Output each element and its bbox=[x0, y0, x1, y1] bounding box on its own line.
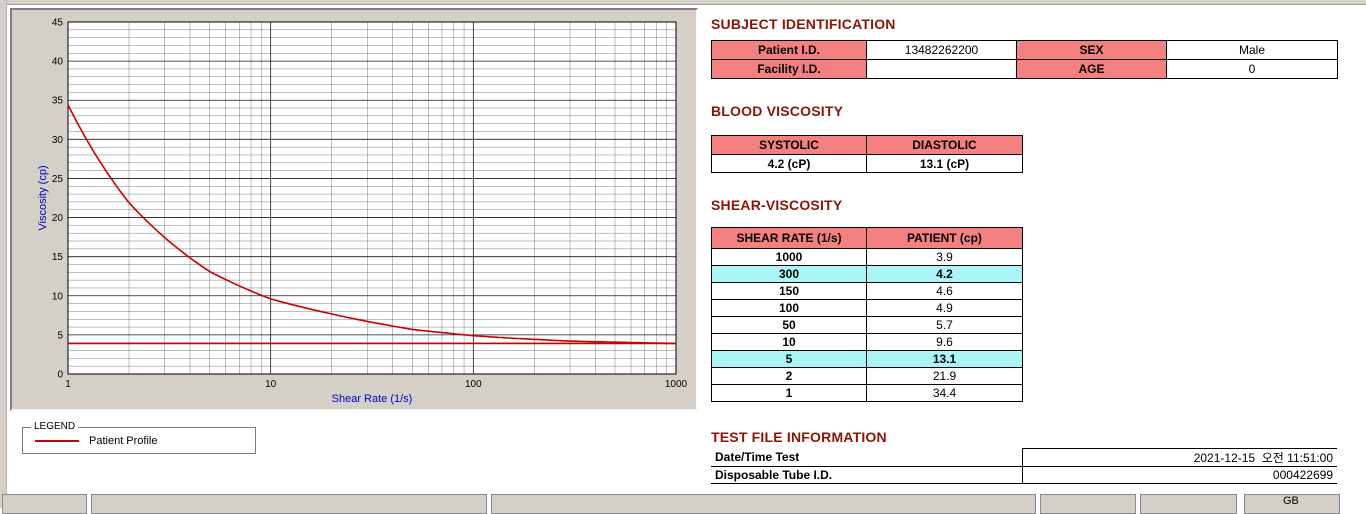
shear-rate-header: SHEAR RATE (1/s) bbox=[711, 227, 867, 249]
patient-cp-cell: 3.9 bbox=[866, 248, 1023, 266]
y-tick-label: 35 bbox=[52, 96, 64, 107]
legend-item-patient-profile: Patient Profile bbox=[23, 428, 255, 453]
shear-rate-cell: 1000 bbox=[711, 248, 867, 266]
patient-id-label: Patient I.D. bbox=[711, 40, 867, 60]
y-tick-label: 5 bbox=[57, 330, 63, 341]
diastolic-value: 13.1 (cP) bbox=[866, 154, 1023, 173]
table-row: 2 21.9 bbox=[711, 367, 1023, 385]
legend-item-label: Patient Profile bbox=[89, 434, 158, 447]
legend-title: LEGEND bbox=[31, 421, 79, 432]
shear-viscosity-table: SHEAR RATE (1/s) PATIENT (cp) 1000 3.9 3… bbox=[711, 227, 1023, 402]
shear-rate-cell: 10 bbox=[711, 333, 867, 351]
shear-rate-cell: 50 bbox=[711, 316, 867, 334]
blood-viscosity-title: BLOOD VISCOSITY bbox=[711, 103, 844, 119]
table-row: Date/Time Test 2021-12-15 오전 11:51:00 bbox=[711, 448, 1337, 467]
facility-id-label: Facility I.D. bbox=[711, 59, 867, 79]
bottom-panel-1[interactable] bbox=[2, 494, 87, 514]
plot-area bbox=[68, 22, 676, 374]
language-label: GB bbox=[1283, 495, 1299, 507]
viscosity-chart-panel: 0 5 10 15 20 25 30 35 40 45 1 10 100 1000 Shear Rate (… bbox=[10, 8, 698, 411]
bottom-panel-2[interactable] bbox=[91, 494, 487, 514]
shear-rate-cell: 100 bbox=[711, 299, 867, 317]
y-axis-label: Viscosity (cp) bbox=[37, 165, 49, 230]
patient-cp-cell: 4.2 bbox=[866, 265, 1023, 283]
shear-rate-cell: 2 bbox=[711, 367, 867, 385]
y-tick-label: 15 bbox=[52, 252, 64, 263]
table-row-highlighted: 5 13.1 bbox=[711, 350, 1023, 368]
blood-viscosity-table: SYSTOLIC DIASTOLIC 4.2 (cP) 13.1 (cP) bbox=[711, 135, 1023, 173]
facility-id-value bbox=[866, 59, 1017, 79]
table-row: Facility I.D. AGE 0 bbox=[711, 59, 1338, 79]
bottom-panel-3[interactable] bbox=[491, 494, 1036, 514]
shear-rate-cell: 150 bbox=[711, 282, 867, 300]
y-tick-label: 20 bbox=[52, 213, 64, 224]
y-tick-label: 40 bbox=[52, 57, 64, 68]
table-row: 4.2 (cP) 13.1 (cP) bbox=[711, 154, 1023, 173]
table-row-highlighted: 300 4.2 bbox=[711, 265, 1023, 283]
table-row: Disposable Tube I.D. 000422699 bbox=[711, 466, 1337, 484]
patient-cp-cell: 4.9 bbox=[866, 299, 1023, 317]
chart-legend: LEGEND Patient Profile bbox=[22, 421, 256, 454]
table-row: 1000 3.9 bbox=[711, 248, 1023, 266]
patient-profile-curve bbox=[67, 104, 677, 345]
disposable-tube-id-value: 000422699 bbox=[1021, 466, 1337, 484]
sex-value: Male bbox=[1166, 40, 1338, 60]
table-row: 150 4.6 bbox=[711, 282, 1023, 300]
table-row: 100 4.9 bbox=[711, 299, 1023, 317]
systolic-value: 4.2 (cP) bbox=[711, 154, 867, 173]
shear-viscosity-title: SHEAR-VISCOSITY bbox=[711, 197, 843, 213]
x-tick-label: 100 bbox=[465, 379, 482, 390]
table-row: 50 5.7 bbox=[711, 316, 1023, 334]
shear-rate-cell: 300 bbox=[711, 265, 867, 283]
window-left-edge bbox=[0, 0, 7, 508]
patient-cp-cell: 34.4 bbox=[866, 384, 1023, 402]
patient-cp-cell: 13.1 bbox=[866, 350, 1023, 368]
subject-identification-title: SUBJECT IDENTIFICATION bbox=[711, 16, 896, 32]
x-tick-label: 10 bbox=[265, 379, 277, 390]
table-row: 10 9.6 bbox=[711, 333, 1023, 351]
age-value: 0 bbox=[1166, 59, 1338, 79]
y-tick-label: 25 bbox=[52, 174, 64, 185]
patient-profile-line-swatch bbox=[35, 439, 79, 442]
x-axis-label: Shear Rate (1/s) bbox=[332, 393, 413, 405]
bottom-panel-5[interactable] bbox=[1140, 494, 1237, 514]
x-tick-label: 1 bbox=[65, 379, 71, 390]
patient-cp-cell: 4.6 bbox=[866, 282, 1023, 300]
patient-cp-cell: 9.6 bbox=[866, 333, 1023, 351]
date-time-test-label: Date/Time Test bbox=[711, 448, 1022, 467]
sex-label: SEX bbox=[1016, 40, 1167, 60]
test-file-information-table: Date/Time Test 2021-12-15 오전 11:51:00 Di… bbox=[711, 448, 1337, 484]
y-tick-label: 0 bbox=[57, 370, 63, 381]
subject-identification-table: Patient I.D. 13482262200 SEX Male Facili… bbox=[711, 40, 1338, 79]
age-label: AGE bbox=[1016, 59, 1167, 79]
table-row: SYSTOLIC DIASTOLIC bbox=[711, 135, 1023, 155]
viscosity-chart: 0 5 10 15 20 25 30 35 40 45 1 10 100 1000 Shear Rate (… bbox=[37, 18, 688, 406]
x-tick-label: 1000 bbox=[665, 379, 688, 390]
shear-rate-cell: 5 bbox=[711, 350, 867, 368]
diastolic-header: DIASTOLIC bbox=[866, 135, 1023, 155]
table-row: 1 34.4 bbox=[711, 384, 1023, 402]
window-top-edge bbox=[0, 0, 1366, 5]
date-time-test-value: 2021-12-15 오전 11:51:00 bbox=[1021, 448, 1337, 467]
shear-rate-cell: 1 bbox=[711, 384, 867, 402]
table-row: Patient I.D. 13482262200 SEX Male bbox=[711, 40, 1338, 60]
disposable-tube-id-label: Disposable Tube I.D. bbox=[711, 466, 1022, 484]
y-tick-label: 30 bbox=[52, 135, 64, 146]
patient-cp-cell: 21.9 bbox=[866, 367, 1023, 385]
patient-cp-cell: 5.7 bbox=[866, 316, 1023, 334]
y-tick-label: 10 bbox=[52, 291, 64, 302]
test-file-information-title: TEST FILE INFORMATION bbox=[711, 429, 887, 445]
patient-cp-header: PATIENT (cp) bbox=[866, 227, 1023, 249]
language-selector[interactable]: GB bbox=[1244, 494, 1340, 514]
bottom-panel-4[interactable] bbox=[1040, 494, 1136, 514]
plot-border bbox=[67, 21, 677, 375]
y-tick-label: 45 bbox=[52, 18, 64, 29]
patient-id-value: 13482262200 bbox=[866, 40, 1017, 60]
table-header-row: SHEAR RATE (1/s) PATIENT (cp) bbox=[711, 227, 1023, 249]
systolic-header: SYSTOLIC bbox=[711, 135, 867, 155]
